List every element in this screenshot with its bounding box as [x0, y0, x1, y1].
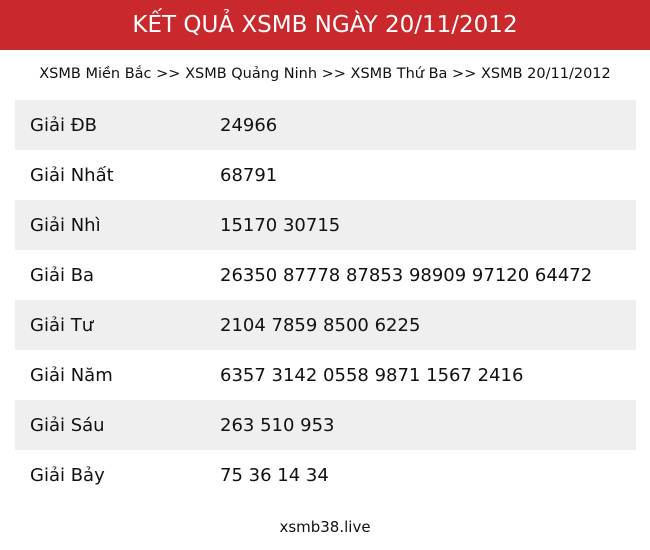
prize-label: Giải Bảy [30, 464, 105, 486]
prize-numbers: 6357 3142 0558 9871 1567 2416 [220, 364, 524, 386]
prize-numbers: 26350 87778 87853 98909 97120 64472 [220, 264, 593, 286]
result-row-nam: Giải Năm 6357 3142 0558 9871 1567 2416 [15, 350, 636, 400]
breadcrumb-mien-bac[interactable]: XSMB Miền Bắc [39, 66, 152, 82]
result-row-nhi: Giải Nhì 15170 30715 [15, 200, 636, 250]
prize-label: Giải ĐB [30, 114, 97, 136]
result-row-ba: Giải Ba 26350 87778 87853 98909 97120 644… [15, 250, 636, 300]
result-row-tu: Giải Tư 2104 7859 8500 6225 [15, 300, 636, 350]
results-table: Giải ĐB 24966 Giải Nhất 68791 Giải Nhì 1517… [15, 100, 636, 500]
prize-numbers: 24966 [220, 114, 278, 136]
breadcrumb-quang-ninh[interactable]: XSMB Quảng Ninh [185, 66, 318, 82]
breadcrumb-separator: >> [321, 66, 346, 82]
prize-label: Giải Nhất [30, 164, 114, 186]
prize-label: Giải Sáu [30, 414, 105, 436]
result-row-sau: Giải Sáu 263 510 953 [15, 400, 636, 450]
breadcrumb-thu-ba[interactable]: XSMB Thứ Ba [350, 66, 448, 82]
result-row-bay: Giải Bảy 75 36 14 34 [15, 450, 636, 500]
prize-numbers: 75 36 14 34 [220, 464, 329, 486]
breadcrumb-separator: >> [452, 66, 477, 82]
prize-label: Giải Ba [30, 264, 95, 286]
prize-label: Giải Năm [30, 364, 113, 386]
prize-label: Giải Nhì [30, 214, 101, 236]
breadcrumb: XSMB Miền Bắc >> XSMB Quảng Ninh >> XSMB… [0, 66, 650, 82]
prize-numbers: 68791 [220, 164, 278, 186]
breadcrumb-date[interactable]: XSMB 20/11/2012 [480, 66, 611, 82]
result-row-nhat: Giải Nhất 68791 [15, 150, 636, 200]
result-row-dac-biet: Giải ĐB 24966 [15, 100, 636, 150]
footer-site: xsmb38.live [279, 518, 371, 536]
page-header: KẾT QUẢ XSMB NGÀY 20/11/2012 [0, 0, 650, 50]
breadcrumb-separator: >> [156, 66, 181, 82]
page-title: KẾT QUẢ XSMB NGÀY 20/11/2012 [132, 12, 518, 38]
prize-label: Giải Tư [30, 314, 94, 336]
prize-numbers: 263 510 953 [220, 414, 335, 436]
prize-numbers: 2104 7859 8500 6225 [220, 314, 421, 336]
prize-numbers: 15170 30715 [220, 214, 341, 236]
